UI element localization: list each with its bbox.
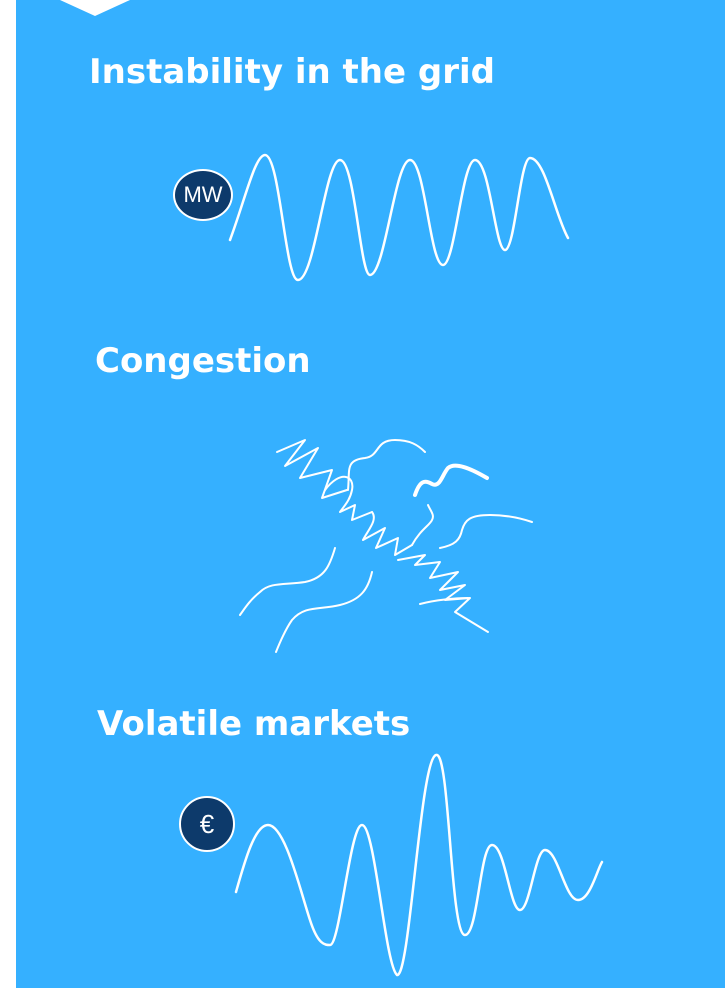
heading-grid-instability: Instability in the grid xyxy=(89,52,495,92)
heading-congestion: Congestion xyxy=(95,341,311,381)
megawatt-badge: MW xyxy=(173,169,233,221)
panel-notch xyxy=(60,0,130,16)
euro-badge: € xyxy=(179,796,235,852)
heading-volatile-markets: Volatile markets xyxy=(97,704,411,744)
info-panel xyxy=(16,0,725,988)
